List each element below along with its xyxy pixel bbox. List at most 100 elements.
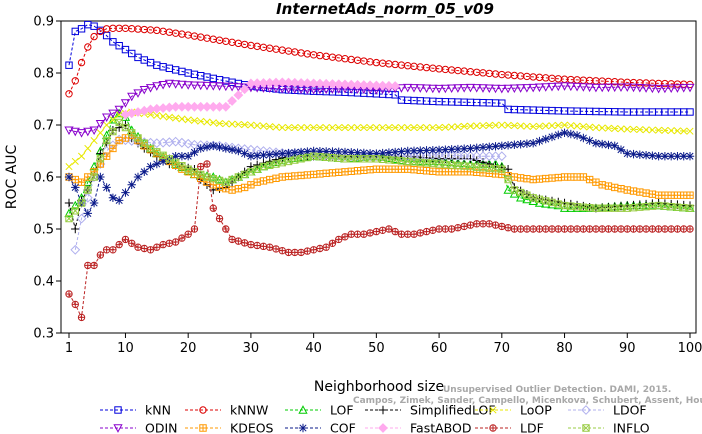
point-simplifiedlof	[466, 154, 475, 163]
point-kdeos	[454, 168, 462, 176]
point-kdeos	[278, 173, 286, 181]
legend-marker-kdeos	[199, 424, 207, 432]
point-lof	[541, 199, 551, 208]
point-kdeos	[567, 173, 575, 181]
point-odin	[434, 84, 444, 94]
point-loop	[517, 122, 525, 130]
point-odin	[183, 81, 193, 90]
point-loop	[422, 124, 431, 132]
point-ldf	[109, 246, 117, 254]
point-cof	[215, 142, 224, 152]
point-knn	[109, 38, 117, 46]
point-ldf	[529, 225, 537, 233]
point-loop	[77, 152, 86, 160]
point-ldf	[84, 261, 92, 270]
point-inflo	[90, 173, 98, 181]
point-cof	[127, 180, 136, 189]
x-tick-label: 20	[180, 341, 197, 356]
point-knn	[171, 66, 180, 74]
point-loop	[485, 121, 493, 129]
point-kdeos	[435, 168, 443, 176]
legend-label-simplifiedlof: SimplifiedLOF	[410, 403, 496, 418]
point-fastabod	[346, 79, 357, 90]
point-loop	[266, 123, 274, 131]
point-ldf	[247, 240, 255, 249]
point-kdeos	[560, 173, 569, 181]
point-fastabod	[365, 80, 375, 91]
point-inflo	[77, 199, 86, 207]
point-kdeos	[391, 165, 399, 173]
point-odin	[547, 82, 557, 92]
point-odin	[158, 81, 168, 90]
point-loop	[598, 124, 606, 132]
point-ldf	[347, 230, 355, 238]
point-inflo	[222, 178, 230, 186]
point-cof	[328, 147, 337, 156]
point-kdeos	[542, 174, 550, 183]
series-cof	[64, 128, 695, 218]
point-loop	[611, 124, 619, 133]
point-cof	[246, 152, 256, 161]
point-ldf	[447, 225, 456, 233]
point-ldof	[76, 213, 87, 224]
point-ldf	[504, 224, 512, 232]
point-fastabod	[220, 101, 231, 112]
point-cof	[334, 147, 343, 157]
point-inflo	[71, 207, 79, 215]
point-odin	[603, 83, 614, 93]
point-kdeos	[579, 173, 588, 181]
point-inflo	[247, 168, 255, 176]
point-loop	[460, 122, 468, 130]
point-loop	[385, 124, 393, 132]
point-cof	[296, 147, 306, 157]
point-odin	[465, 83, 476, 93]
point-loop	[510, 122, 518, 130]
point-cof	[365, 149, 375, 158]
point-kdeos	[335, 168, 343, 177]
y-tick-label: 0.3	[33, 327, 54, 342]
point-odin	[227, 82, 237, 92]
point-cof	[491, 142, 500, 151]
point-cof	[177, 152, 187, 161]
point-ldf	[542, 225, 550, 233]
point-ldf	[617, 225, 625, 233]
x-axis-label: Neighborhood size	[314, 379, 444, 395]
point-lof	[522, 194, 532, 204]
point-fastabod	[384, 80, 394, 91]
point-loop	[222, 120, 230, 128]
point-cof	[629, 149, 638, 159]
point-odin	[635, 83, 645, 93]
point-cof	[71, 183, 80, 192]
point-ldf	[171, 238, 180, 246]
point-ldf	[259, 242, 268, 250]
point-kdeos	[253, 178, 261, 186]
point-ldf	[335, 235, 343, 244]
point-cof	[384, 148, 394, 157]
point-fastabod	[321, 78, 332, 89]
point-odin	[653, 84, 664, 94]
point-inflo	[228, 175, 236, 184]
point-loop	[397, 124, 406, 132]
point-ldf	[498, 222, 506, 231]
legend-item-inflo: INFLO	[568, 421, 650, 434]
point-ldf	[491, 221, 500, 229]
point-ldof	[70, 244, 81, 255]
point-ldf	[510, 225, 519, 233]
point-loop	[353, 124, 362, 132]
point-cof	[572, 131, 582, 140]
point-loop	[579, 123, 587, 131]
series-knnw	[65, 24, 694, 98]
point-loop	[259, 122, 268, 130]
point-cof	[309, 146, 318, 156]
point-loop	[96, 129, 104, 137]
point-loop	[642, 126, 650, 134]
point-loop	[84, 144, 92, 152]
point-cof	[121, 188, 130, 197]
point-ldf	[466, 221, 475, 229]
point-cof	[685, 152, 695, 161]
point-fastabod	[315, 78, 325, 89]
point-odin	[660, 84, 670, 94]
point-ldof	[177, 137, 187, 148]
x-tick-label: 60	[431, 341, 448, 356]
point-odin	[478, 84, 488, 93]
